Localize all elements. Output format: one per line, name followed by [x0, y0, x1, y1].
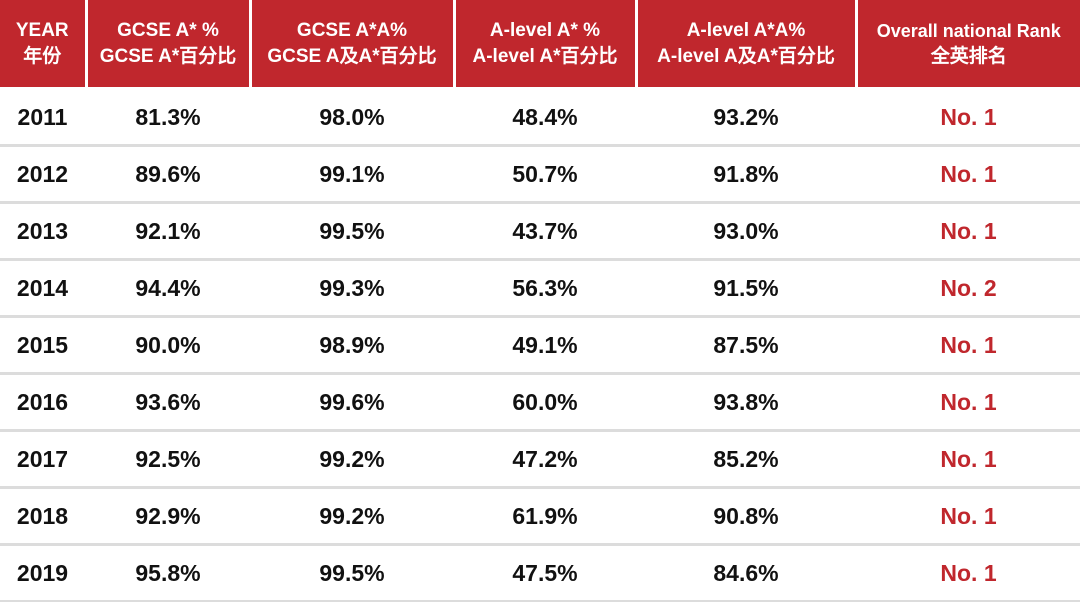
cell-alevel-astar: 60.0%: [454, 373, 637, 432]
cell-rank: No. 1: [856, 373, 1080, 432]
cell-gcse-astar-a: 98.0%: [250, 88, 455, 147]
cell-rank: No. 1: [856, 202, 1080, 261]
cell-rank: No. 1: [856, 88, 1080, 147]
cell-gcse-astar: 81.3%: [86, 88, 251, 147]
header-alevel-astar-zh: A-level A*百分比: [472, 45, 618, 67]
cell-year: 2011: [0, 88, 87, 147]
cell-alevel-astar: 56.3%: [454, 259, 637, 318]
cell-alevel-astar: 47.2%: [454, 430, 637, 489]
cell-alevel-astar: 50.7%: [454, 145, 637, 204]
header-gcse-astar-a: GCSE A*A% GCSE A及A*百分比: [250, 0, 456, 90]
header-gcse-astar-en: GCSE A* %: [117, 19, 219, 41]
header-alevel-astar: A-level A* % A-level A*百分比: [454, 0, 638, 90]
table-row: 2017 92.5% 99.2% 47.2% 85.2% No. 1: [0, 430, 1080, 489]
cell-alevel-astar-a: 91.5%: [636, 259, 857, 318]
cell-alevel-astar-a: 84.6%: [636, 544, 857, 602]
cell-alevel-astar-a: 91.8%: [636, 145, 857, 204]
cell-alevel-astar-a: 87.5%: [636, 316, 857, 375]
cell-year: 2014: [0, 259, 87, 318]
cell-rank: No. 1: [856, 544, 1080, 602]
cell-gcse-astar-a: 99.2%: [250, 487, 455, 546]
cell-gcse-astar-a: 99.5%: [250, 544, 455, 602]
header-alevel-astar-a: A-level A*A% A-level A及A*百分比: [636, 0, 858, 90]
header-alevel-astar-a-zh: A-level A及A*百分比: [657, 45, 835, 67]
cell-alevel-astar-a: 93.2%: [636, 88, 857, 147]
cell-year: 2015: [0, 316, 87, 375]
header-year-en: YEAR: [15, 19, 69, 41]
cell-rank: No. 2: [856, 259, 1080, 318]
cell-alevel-astar-a: 90.8%: [636, 487, 857, 546]
cell-year: 2013: [0, 202, 87, 261]
cell-gcse-astar-a: 99.1%: [250, 145, 455, 204]
cell-year: 2017: [0, 430, 87, 489]
table-row: 2013 92.1% 99.5% 43.7% 93.0% No. 1: [0, 202, 1080, 261]
cell-alevel-astar-a: 85.2%: [636, 430, 857, 489]
cell-alevel-astar: 61.9%: [454, 487, 637, 546]
cell-rank: No. 1: [856, 487, 1080, 546]
header-gcse-astar-zh: GCSE A*百分比: [99, 45, 237, 67]
header-alevel-astar-en: A-level A* %: [489, 19, 601, 41]
header-row: YEAR 年份 GCSE A* % GCSE A*百分比 GCSE A*A% G…: [0, 0, 1080, 90]
cell-gcse-astar: 92.1%: [86, 202, 251, 261]
header-gcse-astar-a-zh: GCSE A及A*百分比: [267, 45, 437, 67]
cell-year: 2016: [0, 373, 87, 432]
header-rank-zh: 全英排名: [930, 45, 1007, 67]
cell-alevel-astar: 43.7%: [454, 202, 637, 261]
cell-gcse-astar: 94.4%: [86, 259, 251, 318]
header-rank-en: Overall national Rank: [876, 20, 1061, 41]
table-header: YEAR 年份 GCSE A* % GCSE A*百分比 GCSE A*A% G…: [0, 0, 1080, 90]
cell-alevel-astar: 47.5%: [454, 544, 637, 602]
table-row: 2018 92.9% 99.2% 61.9% 90.8% No. 1: [0, 487, 1080, 546]
table-row: 2014 94.4% 99.3% 56.3% 91.5% No. 2: [0, 259, 1080, 318]
cell-alevel-astar-a: 93.8%: [636, 373, 857, 432]
cell-gcse-astar-a: 99.2%: [250, 430, 455, 489]
cell-alevel-astar-a: 93.0%: [636, 202, 857, 261]
cell-gcse-astar-a: 99.5%: [250, 202, 455, 261]
header-rank: Overall national Rank 全英排名: [856, 0, 1080, 90]
table-row: 2015 90.0% 98.9% 49.1% 87.5% No. 1: [0, 316, 1080, 375]
cell-alevel-astar: 49.1%: [454, 316, 637, 375]
cell-year: 2019: [0, 544, 87, 602]
header-gcse-astar-a-en: GCSE A*A%: [296, 19, 408, 41]
header-gcse-astar: GCSE A* % GCSE A*百分比: [86, 0, 252, 90]
header-alevel-astar-a-en: A-level A*A%: [686, 19, 806, 41]
cell-gcse-astar: 90.0%: [86, 316, 251, 375]
header-year-zh: 年份: [23, 45, 62, 67]
cell-gcse-astar: 95.8%: [86, 544, 251, 602]
cell-gcse-astar: 92.9%: [86, 487, 251, 546]
cell-gcse-astar: 89.6%: [86, 145, 251, 204]
cell-rank: No. 1: [856, 430, 1080, 489]
cell-gcse-astar: 92.5%: [86, 430, 251, 489]
header-year: YEAR 年份: [0, 0, 88, 90]
cell-year: 2012: [0, 145, 87, 204]
table-row: 2019 95.8% 99.5% 47.5% 84.6% No. 1: [0, 544, 1080, 602]
cell-year: 2018: [0, 487, 87, 546]
table-row: 2016 93.6% 99.6% 60.0% 93.8% No. 1: [0, 373, 1080, 432]
table-row: 2012 89.6% 99.1% 50.7% 91.8% No. 1: [0, 145, 1080, 204]
table-body: 2011 81.3% 98.0% 48.4% 93.2% No. 1 2012 …: [0, 88, 1080, 602]
table-row: 2011 81.3% 98.0% 48.4% 93.2% No. 1: [0, 88, 1080, 147]
cell-rank: No. 1: [856, 316, 1080, 375]
cell-alevel-astar: 48.4%: [454, 88, 637, 147]
cell-gcse-astar-a: 99.6%: [250, 373, 455, 432]
cell-gcse-astar: 93.6%: [86, 373, 251, 432]
cell-gcse-astar-a: 98.9%: [250, 316, 455, 375]
cell-gcse-astar-a: 99.3%: [250, 259, 455, 318]
cell-rank: No. 1: [856, 145, 1080, 204]
